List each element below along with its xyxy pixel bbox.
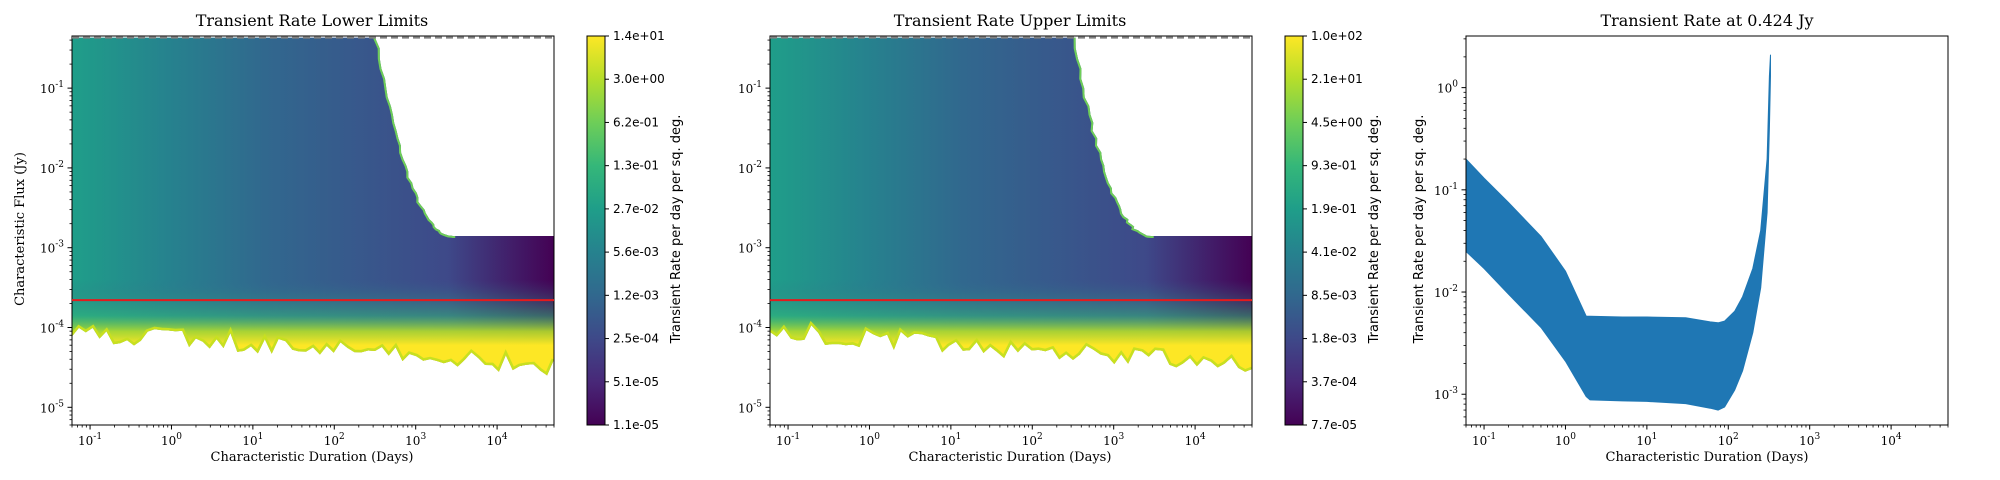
- rate-panel: Transient Rate at 0.424 Jy 10-1 100 101 102…: [1412, 11, 1949, 465]
- x-tick-label: 104: [487, 432, 508, 448]
- colorbar-tick-label: 2.5e-04: [613, 332, 659, 346]
- chart-title-lower: Transient Rate Lower Limits: [196, 11, 429, 30]
- colorbar-gradient-upper: [1284, 35, 1304, 426]
- heatmap-image-lower: [72, 37, 554, 425]
- y-tick-label: 10-2: [1434, 284, 1458, 300]
- colorbar-ticks-upper: 7.7e-05 3.7e-04 1.8e-03 8.5e-03 4.1e-02 1.9e-…: [1303, 29, 1363, 432]
- colorbar-upper: 7.7e-05 3.7e-04 1.8e-03 8.5e-03 4.1e-02 1.9e-…: [1284, 29, 1382, 432]
- y-tick-label: 10-3: [738, 240, 762, 256]
- colorbar-label-upper: Transient Rate per day per sq. deg.: [1367, 115, 1382, 345]
- colorbar-lower: 1.1e-05 5.1e-05 2.5e-04 1.2e-03 5.6e-03 2.7e-…: [586, 29, 684, 432]
- colorbar-tick-label: 5.1e-05: [613, 375, 659, 389]
- x-tick-label: 100: [1555, 432, 1576, 448]
- heatmap-image-upper: [770, 37, 1252, 425]
- y-tick-label: 10-1: [738, 80, 762, 96]
- colorbar-tick-label: 3.0e+00: [613, 72, 665, 86]
- colorbar-tick-label: 7.7e-05: [1311, 418, 1357, 432]
- colorbar-tick-label: 1.8e-03: [1311, 332, 1357, 346]
- y-tick-label: 10-1: [40, 80, 64, 96]
- x-tick-label: 101: [1636, 432, 1657, 448]
- x-ticks-lower: 10-1 100 101 102 103 104: [71, 425, 555, 448]
- x-tick-label: 100: [859, 432, 880, 448]
- chart-title-rate: Transient Rate at 0.424 Jy: [1600, 11, 1813, 30]
- y-tick-label: 10-3: [40, 240, 64, 256]
- colorbar-tick-label: 1.2e-03: [613, 288, 659, 302]
- x-tick-label: 103: [1103, 432, 1124, 448]
- x-tick-label: 102: [324, 432, 345, 448]
- x-tick-label: 104: [1185, 432, 1206, 448]
- colorbar-tick-label: 1.4e+01: [613, 29, 665, 43]
- colorbar-tick-label: 2.7e-02: [613, 202, 659, 216]
- x-axis-label-lower: Characteristic Duration (Days): [211, 450, 414, 465]
- colorbar-gradient-lower: [586, 35, 606, 426]
- y-tick-label: 10-2: [738, 160, 762, 176]
- plot-frame-lower: [71, 35, 555, 426]
- heatmap-panel-lower: Transient Rate Lower Limits 10-1 100 101 10…: [13, 11, 684, 465]
- x-ticks-upper: 10-1 100 101 102 103 104: [769, 425, 1253, 448]
- colorbar-label-lower: Transient Rate per day per sq. deg.: [669, 115, 684, 345]
- x-tick-label: 103: [405, 432, 426, 448]
- x-ticks-rate: 10-1 100 101 102 103 104: [1465, 425, 1949, 448]
- colorbar-tick-label: 6.2e-01: [613, 115, 659, 129]
- x-tick-label: 102: [1718, 432, 1739, 448]
- x-axis-label-rate: Characteristic Duration (Days): [1606, 450, 1809, 465]
- colorbar-tick-label: 1.0e+02: [1311, 29, 1363, 43]
- rate-plot-area: [1466, 54, 1771, 411]
- y-tick-label: 10-4: [738, 320, 762, 336]
- heatmap-upper-fringe-upper: [1073, 37, 1154, 238]
- colorbar-tick-label: 1.3e-01: [613, 159, 659, 173]
- colorbar-tick-label: 4.1e-02: [1311, 245, 1357, 259]
- y-tick-label: 10-3: [1434, 386, 1458, 402]
- y-tick-label: 10-4: [40, 320, 64, 336]
- x-tick-label: 104: [1881, 432, 1902, 448]
- y-ticks-rate: 10-3 10-2 10-1 100: [1434, 38, 1466, 426]
- colorbar-ticks-lower: 1.1e-05 5.1e-05 2.5e-04 1.2e-03 5.6e-03 2.7e-…: [605, 29, 665, 432]
- colorbar-tick-label: 8.5e-03: [1311, 288, 1357, 302]
- y-axis-label-rate: Transient Rate per day per sq. deg.: [1412, 115, 1427, 345]
- heatmap-lower-fringe: [72, 324, 554, 380]
- y-axis-label-lower: Characteristic Flux (Jy): [13, 152, 28, 306]
- colorbar-tick-label: 3.7e-04: [1311, 375, 1357, 389]
- plot-frame-upper: [769, 35, 1253, 426]
- x-tick-label: 103: [1799, 432, 1820, 448]
- y-tick-label: 10-5: [40, 399, 64, 415]
- x-axis-label-upper: Characteristic Duration (Days): [909, 450, 1112, 465]
- colorbar-tick-label: 1.1e-05: [613, 418, 659, 432]
- x-tick-label: 10-1: [1472, 432, 1496, 448]
- colorbar-tick-label: 5.6e-03: [613, 245, 659, 259]
- y-tick-label: 10-1: [1434, 182, 1458, 198]
- x-tick-label: 10-1: [78, 432, 102, 448]
- y-ticks-lower: 10-5 10-4 10-3 10-2 10-1: [40, 39, 72, 426]
- rate-band-area: [1466, 54, 1771, 411]
- colorbar-tick-label: 2.1e+01: [1311, 72, 1363, 86]
- colorbar-tick-label: 1.9e-01: [1311, 202, 1357, 216]
- y-tick-label: 10-2: [40, 160, 64, 176]
- x-tick-label: 100: [161, 432, 182, 448]
- x-tick-label: 101: [940, 432, 961, 448]
- x-tick-label: 102: [1022, 432, 1043, 448]
- y-tick-label: 10-5: [738, 399, 762, 415]
- y-ticks-upper: 10-5 10-4 10-3 10-2 10-1: [738, 39, 770, 426]
- heatmap-upper-fringe: [371, 37, 456, 238]
- x-tick-label: 101: [242, 432, 263, 448]
- heatmap-flux-layer-lower: [72, 37, 554, 425]
- heatmap-flux-layer-upper: [770, 37, 1252, 425]
- chart-title-upper: Transient Rate Upper Limits: [894, 11, 1127, 30]
- x-tick-label: 10-1: [776, 432, 800, 448]
- colorbar-tick-label: 4.5e+00: [1311, 115, 1363, 129]
- y-tick-label: 100: [1437, 80, 1458, 96]
- colorbar-tick-label: 9.3e-01: [1311, 159, 1357, 173]
- heatmap-panel-upper: Transient Rate Upper Limits 10-1 100 101 10…: [738, 11, 1382, 465]
